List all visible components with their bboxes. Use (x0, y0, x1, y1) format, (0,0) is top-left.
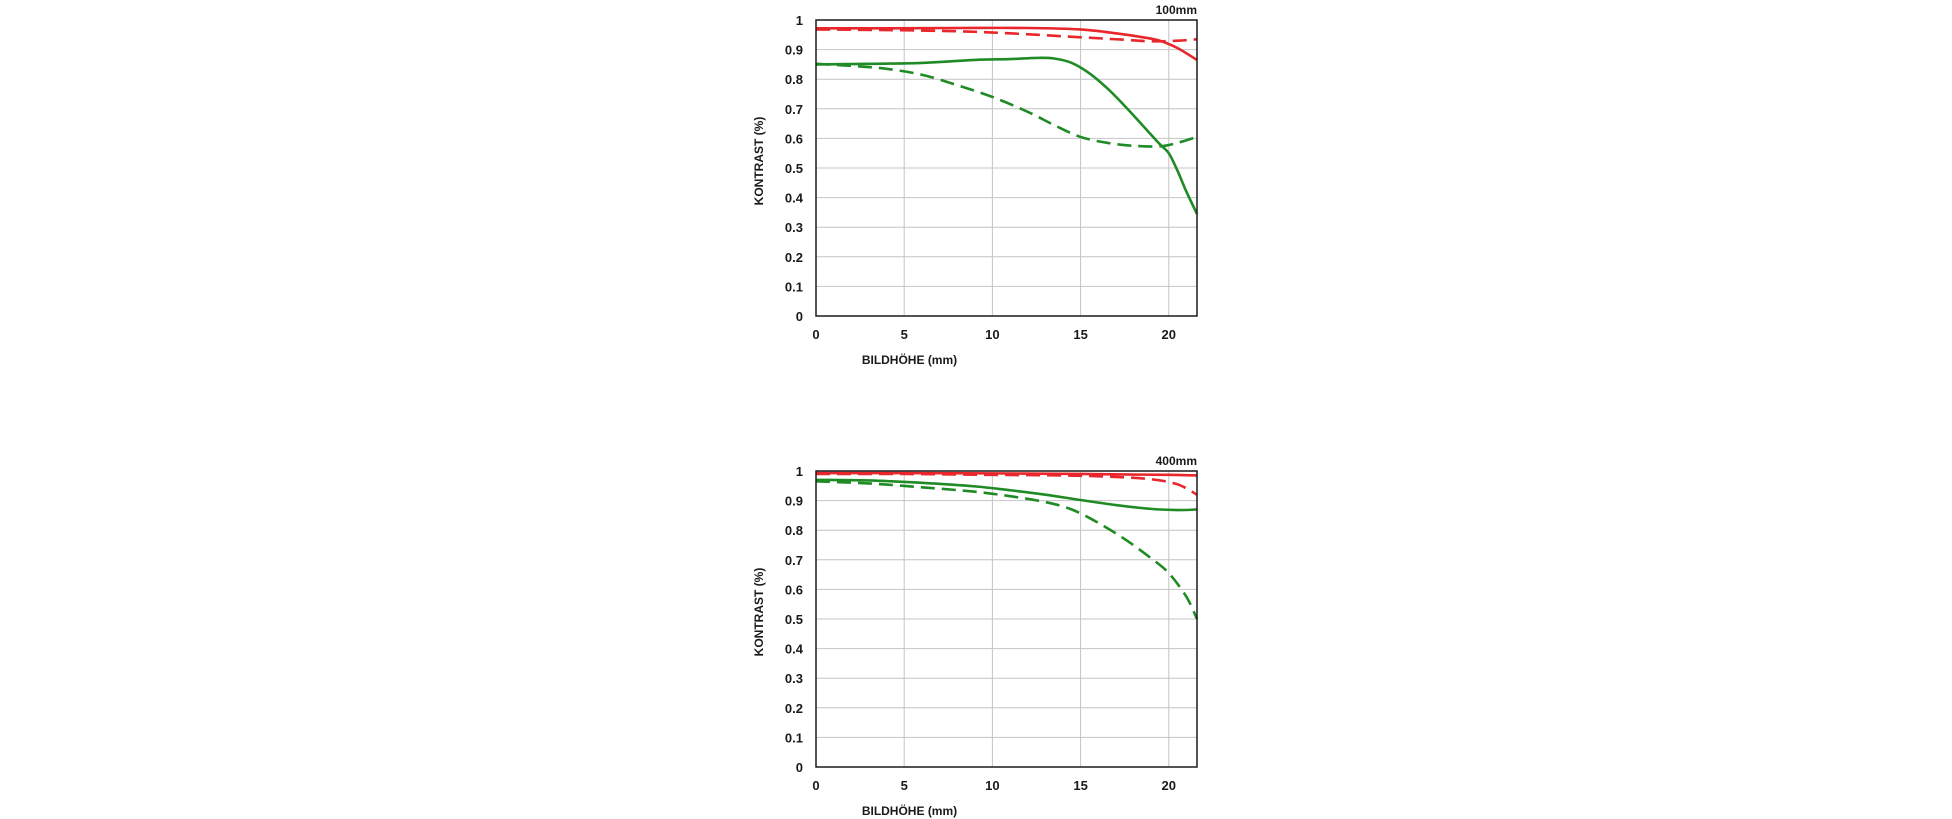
x-tick-label: 0 (812, 327, 819, 342)
y-tick-label: 0.3 (785, 220, 803, 235)
y-tick-label: 0.1 (785, 730, 803, 745)
x-tick-label: 10 (985, 327, 999, 342)
x-tick-label: 0 (812, 778, 819, 793)
y-tick-label: 0.6 (785, 582, 803, 597)
x-tick-label: 15 (1073, 327, 1087, 342)
y-tick-label: 0.3 (785, 671, 803, 686)
y-tick-label: 1 (796, 464, 803, 479)
plot-frame (815, 19, 1198, 317)
x-tick-label: 5 (901, 778, 908, 793)
chart-title: 400mm (1156, 454, 1197, 468)
series-line-green-solid (815, 56, 1199, 215)
series-group (815, 471, 1199, 620)
x-tick-label: 15 (1073, 778, 1087, 793)
chart-title: 100mm (1156, 3, 1197, 17)
x-tick-label: 20 (1162, 327, 1176, 342)
y-tick-label: 1 (796, 13, 803, 28)
y-tick-label: 0.9 (785, 494, 803, 509)
series-line-red-solid (815, 26, 1198, 62)
y-tick-label: 0 (796, 309, 803, 324)
y-tick-label: 0.9 (785, 43, 803, 58)
y-tick-label: 0.2 (785, 701, 803, 716)
mtf-chart-100mm: 00.10.20.30.40.50.60.70.80.910 5 10 15 20BIL… (752, 3, 1199, 367)
x-tick-label: 20 (1162, 778, 1176, 793)
y-tick-label: 0.2 (785, 250, 803, 265)
y-tick-label: 0 (796, 760, 803, 775)
series-line-red-dashed (815, 472, 1198, 496)
series-line-green-solid (815, 478, 1198, 512)
gridlines (815, 470, 1197, 768)
x-axis-label: BILDHÖHE (mm) (862, 803, 957, 818)
y-tick-label: 0.5 (785, 612, 803, 627)
y-tick-label: 0.8 (785, 523, 803, 538)
plot-frame (815, 470, 1198, 768)
y-tick-label: 0.4 (785, 642, 804, 657)
y-tick-label: 0.5 (785, 161, 803, 176)
y-tick-labels: 0 0.1 0.2 0.3 0.4 0.5 0.6 0.7 0.8 0.9 1 (785, 13, 804, 324)
mtf-chart-400mm: 00.10.20.30.40.50.60.70.80.910 5 10 15 20BIL… (752, 454, 1199, 818)
x-tick-label: 10 (985, 778, 999, 793)
series-line-green-dashed (815, 62, 1198, 148)
x-tick-label: 5 (901, 327, 908, 342)
y-tick-label: 0.8 (785, 72, 803, 87)
y-tick-label: 0.7 (785, 553, 803, 568)
x-tick-labels: 0 5 10 15 20 (812, 327, 1176, 342)
y-tick-label: 0.4 (785, 191, 804, 206)
y-axis-label: KONTRAST (%) (752, 568, 766, 657)
y-tick-label: 0.1 (785, 279, 803, 294)
x-axis-label: BILDHÖHE (mm) (862, 352, 957, 367)
series-line-green-dashed (815, 480, 1199, 620)
y-axis-label: KONTRAST (%) (752, 117, 766, 206)
series-line-red-dashed (815, 28, 1198, 43)
x-tick-labels: 0 5 10 15 20 (812, 778, 1176, 793)
y-tick-label: 0.7 (785, 102, 803, 117)
series-group (815, 26, 1199, 215)
y-tick-labels: 0 0.1 0.2 0.3 0.4 0.5 0.6 0.7 0.8 0.9 1 (785, 464, 804, 775)
y-tick-label: 0.6 (785, 131, 803, 146)
